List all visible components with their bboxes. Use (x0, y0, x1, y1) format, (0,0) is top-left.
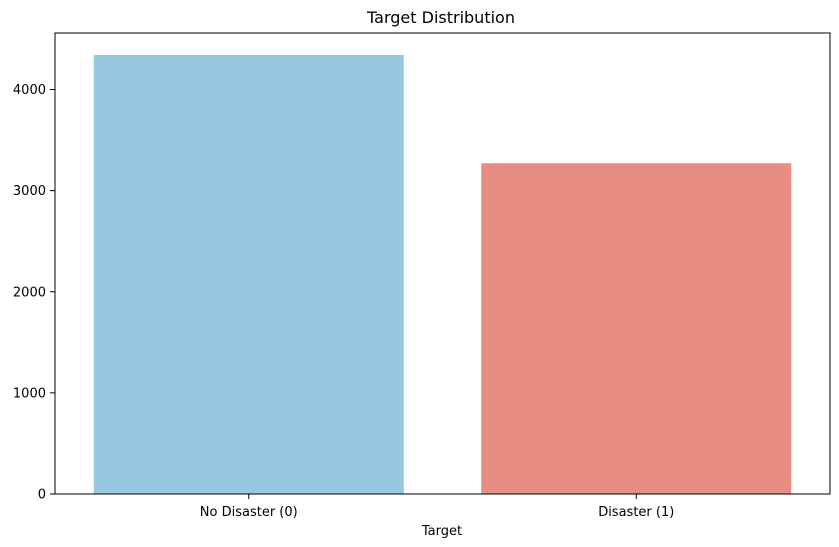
bar-0 (93, 54, 404, 494)
y-tick-label-1: 1000 (13, 386, 46, 401)
x-tick-label-1: Disaster (1) (598, 505, 674, 520)
y-tick-label-0: 0 (38, 488, 46, 503)
x-tick-label-0: No Disaster (0) (200, 505, 298, 520)
y-tick-label-4: 4000 (13, 83, 46, 98)
y-tick-label-3: 3000 (13, 184, 46, 199)
y-tick-label-2: 2000 (13, 285, 46, 300)
x-axis-label: Target (421, 524, 462, 539)
x-axis: No Disaster (0) Disaster (1) (200, 494, 674, 520)
bar-1 (481, 163, 792, 494)
chart-title: Target Distribution (366, 8, 515, 27)
bars-group (93, 54, 792, 494)
y-axis: 0 1000 2000 3000 4000 (13, 83, 55, 503)
plot-frame (54, 32, 831, 495)
